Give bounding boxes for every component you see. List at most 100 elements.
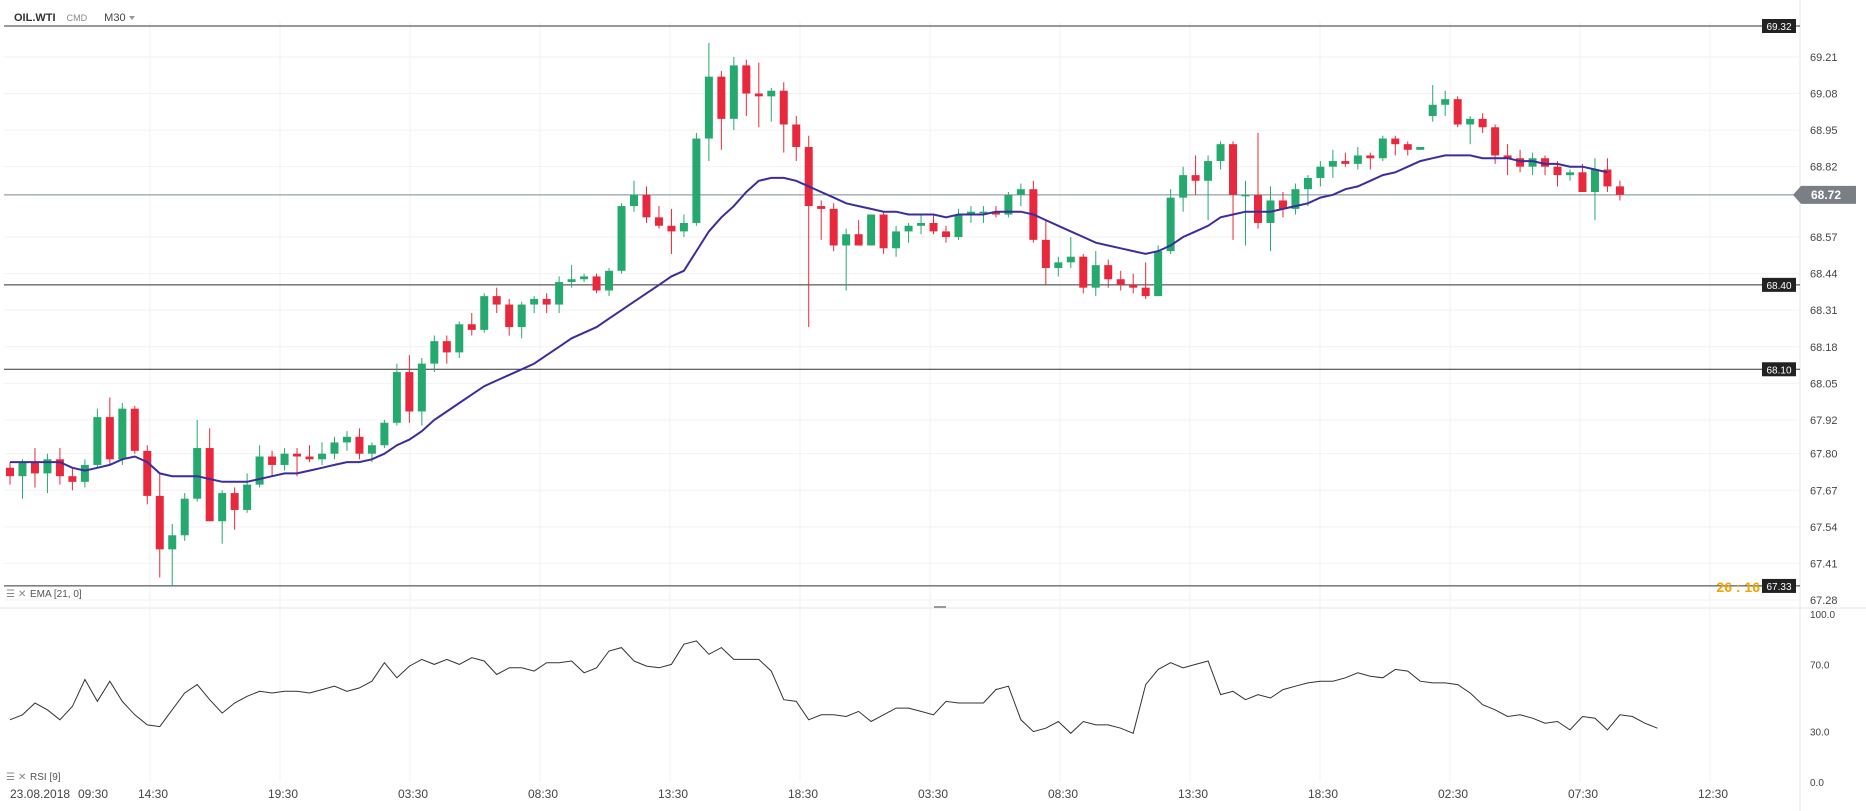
price-level-tag-label: 69.32 (1766, 22, 1791, 33)
candle-down (6, 467, 14, 477)
candle-up (517, 304, 526, 328)
price-level-tag (1762, 578, 1796, 593)
candle-down (355, 436, 364, 454)
close-icon: ✕ (18, 589, 26, 600)
x-tick-label: 12:30 (1698, 787, 1728, 801)
symbol-label[interactable]: OIL.WTI (14, 12, 56, 24)
x-tick-label: 14:30 (138, 787, 168, 801)
candle-up (1241, 194, 1250, 197)
candle-down (1116, 279, 1125, 285)
x-tick-label: 09:30 (78, 787, 108, 801)
y-tick-label: 67.41 (1810, 558, 1838, 570)
candle-down (1191, 175, 1200, 181)
candle-up (1166, 197, 1175, 252)
x-tick-label: 03:30 (918, 787, 948, 801)
candle-up (867, 214, 876, 246)
candle-up (892, 231, 901, 249)
candle-up (1016, 189, 1025, 195)
candle-up (455, 324, 464, 353)
candle-down (991, 211, 1000, 215)
candle-up (1328, 161, 1337, 167)
candle-up (1291, 189, 1300, 209)
candle-down (642, 194, 651, 218)
candle-down (717, 76, 726, 119)
candle-up (330, 442, 339, 454)
current-price-label: 68.72 (1811, 188, 1841, 202)
candle-down (1578, 172, 1587, 193)
candle-down (654, 217, 663, 226)
ema-legend-label: EMA [21, 0] (30, 589, 82, 600)
candle-down (1391, 138, 1400, 145)
candle-up (480, 296, 489, 330)
candle-up (1441, 99, 1450, 105)
candle-up (767, 90, 776, 97)
candle-up (168, 535, 177, 550)
candle-up (1216, 144, 1225, 162)
candle-up (1054, 262, 1063, 268)
y-tick-label: 67.67 (1810, 485, 1838, 497)
x-tick-label: 03:30 (398, 787, 428, 801)
price-level-tag (1762, 362, 1796, 377)
candle-down (155, 495, 164, 550)
resize-handle (934, 606, 946, 608)
candle-up (729, 65, 738, 119)
candle-up (530, 298, 539, 305)
candle-down (143, 450, 152, 496)
x-tick-label: 18:30 (788, 787, 818, 801)
candle-down (55, 459, 64, 477)
candle-down (1341, 161, 1350, 164)
y-tick-label: 68.05 (1810, 378, 1838, 390)
candle-up (567, 279, 576, 283)
y-tick-label: 67.92 (1810, 415, 1838, 427)
candle-up (1066, 256, 1075, 263)
candle-up (1204, 161, 1213, 181)
candle-down (1403, 144, 1412, 150)
market-label: CMD (66, 13, 88, 23)
price-level-tag-label: 68.10 (1766, 365, 1791, 376)
candle-down (754, 93, 763, 97)
list-icon: ☰ (6, 772, 15, 783)
candle-down (1141, 287, 1150, 297)
candle-up (580, 276, 589, 280)
candle-up (1378, 138, 1387, 159)
candle-down (405, 372, 414, 412)
candle-up (93, 417, 102, 465)
y-tick-label: 67.54 (1810, 522, 1838, 534)
candle-down (1615, 186, 1624, 195)
price-level-tag-label: 68.40 (1766, 281, 1791, 292)
list-icon: ☰ (6, 589, 15, 600)
candle-up (255, 456, 264, 485)
x-tick-label: 19:30 (268, 787, 298, 801)
candle-down (1603, 169, 1612, 187)
candle-down (879, 214, 888, 249)
candle-up (1428, 104, 1437, 117)
timeframe-selector[interactable]: M30 (104, 12, 135, 24)
x-tick-label: 13:30 (1178, 787, 1208, 801)
candle-up (1154, 251, 1163, 297)
candle-down (205, 448, 214, 522)
candle-up (367, 445, 376, 454)
rsi-tick-label: 30.0 (1810, 728, 1830, 739)
y-tick-label: 68.82 (1810, 162, 1838, 174)
candle-down (1104, 265, 1113, 280)
candle-up (193, 448, 202, 499)
ema-line (10, 154, 1608, 483)
candle-up (979, 211, 988, 214)
x-tick-label: 07:30 (1568, 787, 1598, 801)
timeframe-label: M30 (104, 12, 126, 24)
candle-up (555, 282, 564, 305)
price-level-tag (1762, 277, 1796, 292)
candle-down (68, 476, 77, 482)
candle-down (1478, 118, 1487, 128)
candle-up (1566, 172, 1574, 176)
candle-up (280, 453, 289, 465)
candle-down (1553, 166, 1562, 176)
candle-down (1278, 200, 1287, 209)
candle-up (630, 194, 638, 207)
y-tick-label: 68.57 (1810, 232, 1838, 244)
current-price-tag (1793, 185, 1856, 204)
candle-up (1179, 175, 1188, 198)
candle-down (829, 208, 838, 246)
candle-down (742, 65, 751, 94)
